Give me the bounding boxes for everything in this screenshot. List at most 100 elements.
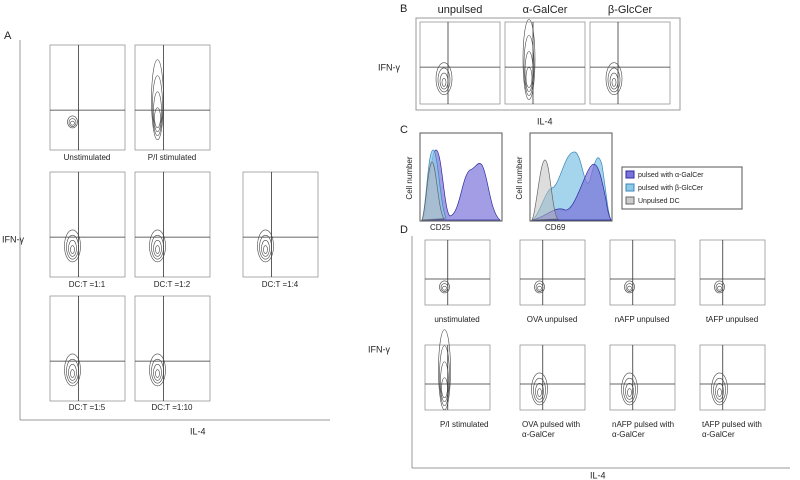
contour xyxy=(155,369,160,378)
contour xyxy=(151,358,164,384)
column-header: α-GalCer xyxy=(523,4,568,16)
contour xyxy=(625,283,634,292)
caption: DC:T =1:5 xyxy=(69,403,106,412)
contour-plot xyxy=(519,239,586,306)
column-header: β-GlcCer xyxy=(608,4,653,16)
contour-plot xyxy=(424,329,491,411)
contour-plot xyxy=(419,21,501,105)
plot-frame xyxy=(49,171,126,278)
contour xyxy=(70,369,75,378)
contour xyxy=(153,91,162,133)
contour xyxy=(68,118,77,127)
contour xyxy=(607,67,621,93)
contour xyxy=(522,19,536,100)
contour-plot xyxy=(134,295,211,402)
contour xyxy=(535,283,544,292)
contour xyxy=(531,372,548,406)
contour xyxy=(153,240,162,257)
plot-frame xyxy=(424,344,491,411)
legend-swatch xyxy=(625,170,635,179)
caption: α-GalCer xyxy=(702,430,735,439)
contour xyxy=(68,364,77,381)
y-axis-label: IFN-γ xyxy=(2,234,24,244)
contour xyxy=(151,234,164,260)
caption: DC:T =1:1 xyxy=(69,280,106,289)
contour xyxy=(439,72,449,90)
x-axis-label: IL-4 xyxy=(537,116,553,126)
plot-frame xyxy=(699,239,766,306)
contour xyxy=(611,78,617,87)
histogram: Cell number CD69 xyxy=(515,132,613,232)
contour xyxy=(154,107,161,129)
contour-plot xyxy=(504,19,586,105)
plot-frame xyxy=(504,21,586,105)
contour xyxy=(717,285,722,291)
contour xyxy=(525,67,533,88)
caption: Unstimulated xyxy=(64,153,111,162)
contour xyxy=(713,377,726,403)
contour xyxy=(627,388,632,397)
contour-plot xyxy=(609,239,676,306)
y-axis-label: IFN-γ xyxy=(368,344,390,354)
contour-plot xyxy=(699,239,766,306)
contour xyxy=(64,353,81,387)
panel-label: A xyxy=(4,30,12,42)
x-axis-label: IL-4 xyxy=(590,470,606,480)
contour xyxy=(149,353,166,387)
contour xyxy=(533,377,546,403)
caption: α-GalCer xyxy=(522,430,555,439)
contour-plot xyxy=(49,171,126,278)
contour xyxy=(437,67,451,93)
contour xyxy=(537,388,542,397)
x-axis-label: CD69 xyxy=(545,223,566,232)
contour-plot xyxy=(242,171,319,278)
contour-plot xyxy=(49,44,126,151)
plot-frame xyxy=(519,344,586,411)
plot-frame xyxy=(609,239,676,306)
contour xyxy=(151,59,164,141)
contour xyxy=(257,229,274,263)
contour xyxy=(624,280,635,294)
contour xyxy=(261,240,270,257)
caption: tAFP unpulsed xyxy=(706,315,758,324)
legend-swatch xyxy=(625,183,635,192)
contour xyxy=(441,78,447,87)
contour xyxy=(715,383,724,400)
contour xyxy=(717,388,722,397)
contour xyxy=(440,361,449,403)
contour xyxy=(66,358,79,384)
column-header: unpulsed xyxy=(438,4,483,16)
contour xyxy=(537,285,542,291)
frame xyxy=(415,17,681,111)
plot-frame xyxy=(242,171,319,278)
x-axis-label: IL-4 xyxy=(190,426,206,436)
caption: DC:T =1:4 xyxy=(262,280,299,289)
contour-plot xyxy=(134,171,211,278)
contour xyxy=(609,72,619,90)
histogram: Cell number CD25 xyxy=(405,132,503,232)
plot-frame xyxy=(519,239,586,306)
plot-frame xyxy=(134,44,211,151)
contour-plot xyxy=(49,295,126,402)
contour-plot xyxy=(519,344,586,411)
contour xyxy=(155,245,160,254)
plot-frame xyxy=(134,171,211,278)
contour xyxy=(70,245,75,254)
caption: α-GalCer xyxy=(612,430,645,439)
contour xyxy=(440,283,449,292)
caption: DC:T =1:10 xyxy=(152,403,194,412)
contour xyxy=(263,245,268,254)
caption: unstimulated xyxy=(434,315,479,324)
plot-frame xyxy=(424,239,491,306)
contour xyxy=(66,234,79,260)
contour xyxy=(623,377,636,403)
contour-plot xyxy=(699,344,766,411)
plot-frame xyxy=(419,21,501,105)
caption: DC:T =1:2 xyxy=(154,280,191,289)
y-axis-label: Cell number xyxy=(405,156,414,199)
contour xyxy=(625,383,634,400)
contour-plot xyxy=(609,344,676,411)
contour xyxy=(153,364,162,381)
contour xyxy=(535,383,544,400)
